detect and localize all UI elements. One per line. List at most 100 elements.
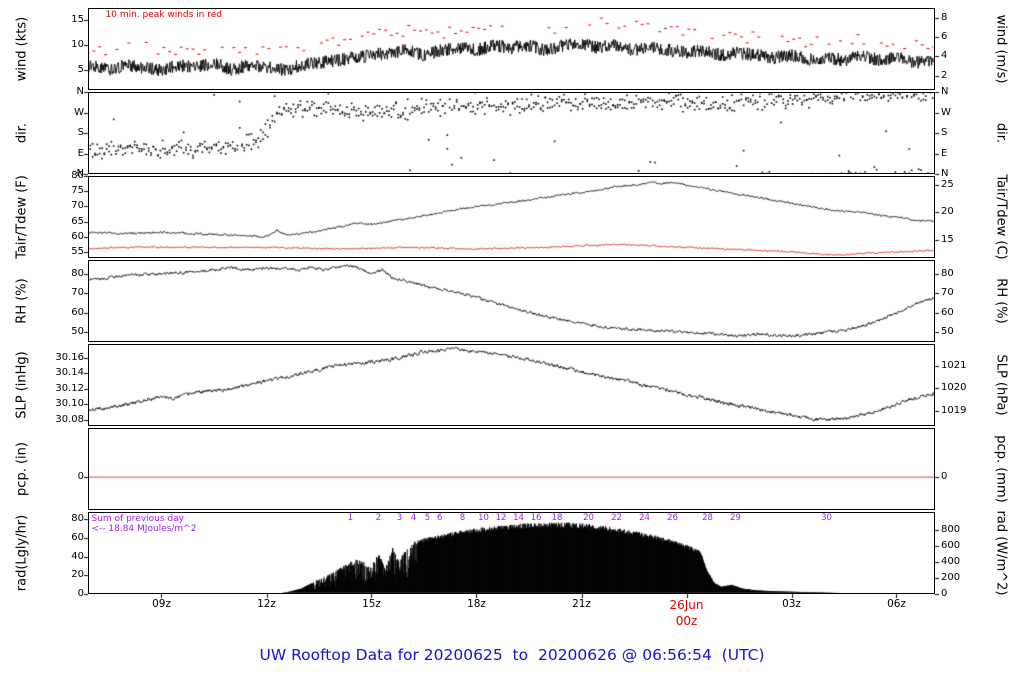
y-tick-label-left-temperature: 75 <box>71 185 84 197</box>
y-tick-label-right-wind: 6 <box>941 31 948 43</box>
y-tick-label-left-direction: W <box>74 106 84 118</box>
y-tick-label-left-humidity: 50 <box>71 326 84 338</box>
y-tick-label-left-radiation: 40 <box>71 550 84 562</box>
y-tick-label-right-humidity: 80 <box>941 267 954 279</box>
y-axis-label-right-wind: wind (m/s) <box>993 14 1009 84</box>
y-tick-label-left-pressure: 30.14 <box>55 367 84 379</box>
y-tick-label-right-temperature: 15 <box>941 233 954 245</box>
cumulative-mjoules-mark: 18 <box>551 513 563 523</box>
y-tick-label-right-pressure: 1021 <box>941 359 967 371</box>
y-axis-label-right-direction: dir. <box>993 122 1009 144</box>
y-tick-label-left-radiation: 20 <box>71 569 84 581</box>
y-tick-label-right-direction: N <box>941 168 949 179</box>
x-tick-label: 09z <box>152 598 171 610</box>
cumulative-mjoules-mark: 4 <box>410 513 417 523</box>
cumulative-mjoules-mark: 10 <box>478 513 489 523</box>
x-tick-label: 15z <box>362 598 381 610</box>
y-tick-label-right-wind: 4 <box>941 50 948 62</box>
y-tick-label-right-radiation: 200 <box>941 571 961 583</box>
y-tick-label-left-radiation: 0 <box>77 588 84 599</box>
y-tick-label-left-humidity: 80 <box>71 267 84 279</box>
cumulative-mjoules-mark: 3 <box>396 513 403 523</box>
cumulative-mjoules-mark: 6 <box>437 513 443 523</box>
y-tick-label-left-pressure: 30.10 <box>55 398 84 410</box>
y-tick-label-right-humidity: 70 <box>941 287 954 299</box>
y-tick-label-right-temperature: 20 <box>941 206 954 218</box>
y-tick-label-right-radiation: 600 <box>941 539 961 551</box>
date-label-hour: 00z <box>675 614 698 628</box>
y-tick-label-left-direction: N <box>76 168 84 179</box>
cumulative-mjoules-mark: 30 <box>821 513 832 523</box>
cumulative-mjoules-mark: 29 <box>730 513 741 523</box>
cumulative-mjoules-mark: 5 <box>424 513 431 523</box>
x-tick-label: 21z <box>572 598 591 610</box>
y-axis-label-left-pressure: SLP (inHg) <box>14 351 30 419</box>
y-tick-label-right-temperature: 25 <box>941 179 954 191</box>
y-tick-label-left-pressure: 30.12 <box>55 382 84 394</box>
figure-title: UW Rooftop Data for 20200625 to 20200626… <box>259 646 765 664</box>
cumulative-mjoules-mark: 12 <box>495 513 507 523</box>
y-tick-label-right-direction: S <box>941 127 948 138</box>
y-tick-label-right-pressure: 1019 <box>941 405 967 417</box>
x-tick-label: 06z <box>887 598 906 610</box>
y-tick-label-right-direction: W <box>941 106 951 118</box>
y-tick-label-right-direction: N <box>941 86 949 97</box>
date-label-day: 26Jun <box>669 598 704 612</box>
y-tick-label-right-radiation: 800 <box>941 523 961 535</box>
y-tick-label-right-humidity: 50 <box>941 326 954 338</box>
y-tick-label-left-temperature: 80 <box>71 170 84 181</box>
y-axis-label-right-humidity: RH (%) <box>993 278 1009 324</box>
y-tick-label-left-temperature: 55 <box>71 245 84 257</box>
y-tick-label-left-direction: E <box>77 147 84 159</box>
y-axis-label-right-temperature: Tair/Tdew (C) <box>993 174 1009 260</box>
annotation-radiation-0: Sum of previous day <box>91 514 184 524</box>
y-tick-label-left-radiation: 80 <box>71 513 84 525</box>
y-axis-label-left-humidity: RH (%) <box>14 278 30 324</box>
y-tick-label-right-precipitation: 0 <box>941 471 948 483</box>
y-tick-label-left-pressure: 30.08 <box>55 413 84 425</box>
cumulative-mjoules-mark: 24 <box>639 513 650 523</box>
y-axis-label-left-direction: dir. <box>14 122 30 144</box>
y-tick-label-right-wind: 2 <box>941 69 948 81</box>
x-tick-label: 03z <box>782 598 801 610</box>
cumulative-mjoules-mark: 1 <box>347 513 354 523</box>
cumulative-mjoules-mark: 20 <box>583 513 594 523</box>
y-axis-label-left-radiation: rad(Lgly/hr) <box>14 514 30 592</box>
x-tick-label: 12z <box>257 598 276 610</box>
cumulative-mjoules-mark: 2 <box>375 513 382 523</box>
y-axis-label-right-precipitation: pcp. (mm) <box>993 435 1009 503</box>
annotation-radiation-1: <-- 18.84 MJoules/m^2 <box>91 524 197 534</box>
cumulative-mjoules-mark: 16 <box>530 513 542 523</box>
y-axis-label-right-radiation: rad (W/m^2) <box>993 510 1009 596</box>
y-axis-label-left-precipitation: pcp. (in) <box>14 442 30 496</box>
y-tick-label-right-pressure: 1020 <box>941 382 967 394</box>
y-tick-label-right-direction: E <box>941 147 948 159</box>
cumulative-mjoules-mark: 28 <box>702 513 713 523</box>
x-tick-label: 18z <box>467 598 486 610</box>
y-tick-label-left-humidity: 60 <box>71 306 84 318</box>
y-tick-label-left-direction: S <box>77 127 84 138</box>
y-tick-label-left-wind: 15 <box>71 14 84 26</box>
annotation-wind-0: 10 min. peak winds in red <box>105 10 223 20</box>
y-axis-label-left-temperature: Tair/Tdew (F) <box>14 175 30 259</box>
y-tick-label-right-radiation: 400 <box>941 555 961 567</box>
y-tick-label-left-direction: N <box>76 86 84 97</box>
y-axis-label-left-wind: wind (kts) <box>14 16 30 82</box>
y-tick-label-right-radiation: 0 <box>941 588 948 599</box>
cumulative-mjoules-mark: 14 <box>513 513 524 523</box>
y-tick-label-left-wind: 5 <box>77 64 84 76</box>
y-tick-label-right-wind: 8 <box>941 11 948 23</box>
y-tick-label-left-temperature: 60 <box>71 230 84 242</box>
y-tick-label-left-wind: 10 <box>71 39 84 51</box>
cumulative-mjoules-mark: 8 <box>459 513 466 523</box>
y-tick-label-left-radiation: 60 <box>71 532 84 544</box>
cumulative-mjoules-mark: 22 <box>611 513 622 523</box>
y-tick-label-left-temperature: 70 <box>71 200 84 212</box>
y-axis-label-right-pressure: SLP (hPa) <box>993 354 1009 416</box>
y-tick-label-right-humidity: 60 <box>941 306 954 318</box>
y-tick-label-left-temperature: 65 <box>71 215 84 227</box>
y-tick-label-left-precipitation: 0 <box>77 471 84 483</box>
y-tick-label-left-humidity: 70 <box>71 287 84 299</box>
